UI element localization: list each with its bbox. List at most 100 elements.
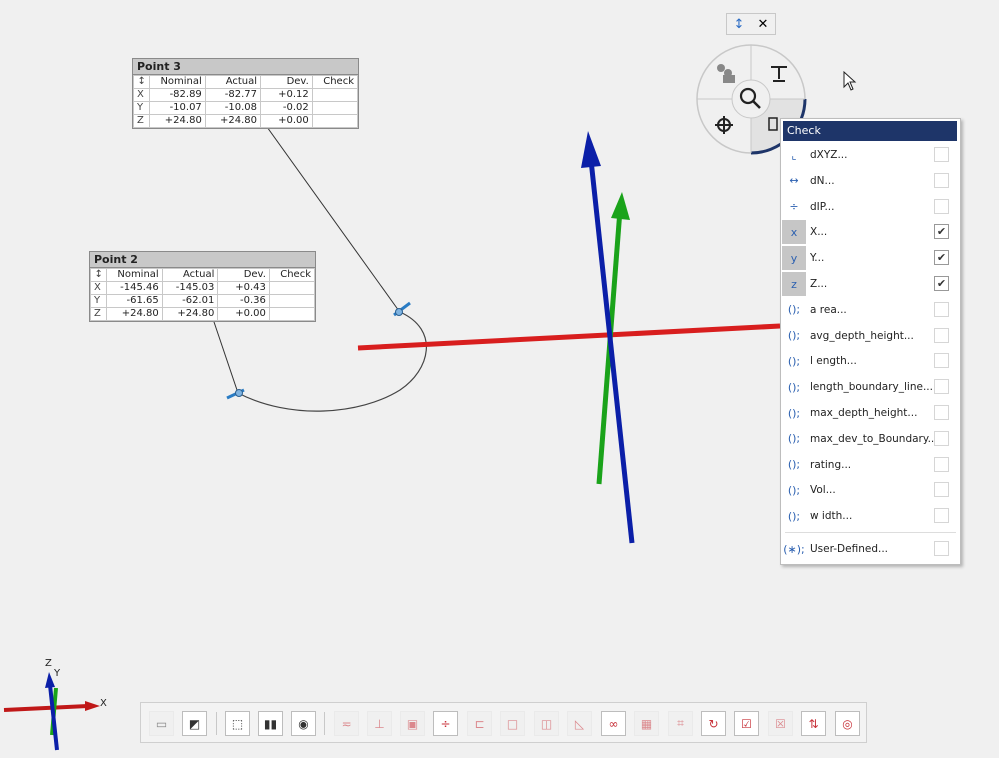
menu-item-label: dXYZ... xyxy=(810,149,848,161)
tool-9-button[interactable]: ∞ xyxy=(601,711,626,736)
menu-item-label: User-Defined... xyxy=(810,543,889,555)
column-header: Actual xyxy=(161,268,219,282)
tool-1-button[interactable]: ≂ xyxy=(334,711,359,736)
hide-toggle-button[interactable]: ◩ xyxy=(182,711,207,736)
function-icon: (); xyxy=(787,354,801,368)
view-fit-button[interactable]: ◉ xyxy=(291,711,316,736)
menu-item-z[interactable]: z Z... ✔ xyxy=(782,272,959,296)
menu-item-checkbox[interactable] xyxy=(934,301,949,317)
y-axis xyxy=(596,192,630,485)
tool-4-button[interactable]: ÷ xyxy=(433,711,458,736)
menu-item-dxyz[interactable]: ⌞ dXYZ... xyxy=(782,143,959,167)
cell-dev: +0.12 xyxy=(260,88,313,102)
menu-item-label: rating... xyxy=(810,458,852,471)
table-row: X -82.89 -82.77 +0.12 xyxy=(132,88,359,102)
x-axis xyxy=(357,323,781,351)
menu-item-checkbox[interactable] xyxy=(934,405,949,420)
tool-11-button[interactable]: ⌗ xyxy=(668,711,693,736)
cell-axis: X xyxy=(89,281,108,295)
tool-7-button[interactable]: ◫ xyxy=(534,711,559,736)
point3-label-table[interactable]: Point 3 ↕ Nominal Actual Dev. Check X -82.89 -82… xyxy=(132,58,359,129)
menu-item-dn[interactable]: ↔ dN... xyxy=(782,169,959,193)
tool-5-button[interactable]: ⊏ xyxy=(467,711,492,736)
tool-12-button[interactable]: ↻ xyxy=(701,711,726,736)
column-header: Dev. xyxy=(217,268,270,282)
menu-item-length_boundary_line[interactable]: (); length_boundary_line... xyxy=(782,375,959,399)
point2-marker[interactable] xyxy=(226,388,245,400)
table-header-row: ↕ Nominal Actual Dev. Check xyxy=(89,268,316,282)
cell-nominal: +24.80 xyxy=(149,114,206,128)
select-button[interactable]: ⬚ xyxy=(225,711,250,736)
view-mode-button[interactable]: ▭ xyxy=(149,711,174,736)
check-button[interactable]: ☑ xyxy=(734,711,759,736)
menu-item-area[interactable]: (); a rea... xyxy=(782,298,959,322)
dip-icon: ÷ xyxy=(789,200,799,214)
menu-item-dip[interactable]: ÷ dIP... xyxy=(782,195,959,219)
menu-item-checkbox[interactable]: ✔ xyxy=(934,276,949,291)
cell-actual: -82.77 xyxy=(204,88,262,102)
point2-label-table[interactable]: Point 2 ↕ Nominal Actual Dev. Check X -145.46 -1… xyxy=(89,251,316,322)
menu-item-rating[interactable]: (); rating... xyxy=(782,453,959,477)
menu-item-checkbox[interactable] xyxy=(934,147,949,162)
table-row: Z +24.80 +24.80 +0.00 xyxy=(89,307,316,321)
menu-item-checkbox[interactable] xyxy=(934,379,949,395)
menu-item-max_dev_to_boundary[interactable]: (); max_dev_to_Boundary... xyxy=(782,427,959,451)
function-icon: (); xyxy=(787,483,801,497)
menu-item-checkbox[interactable] xyxy=(934,327,949,343)
column-header: Check xyxy=(311,75,359,89)
menu-item-label: Y... xyxy=(810,252,825,265)
menu-item-max_depth_height[interactable]: (); max_depth_height... xyxy=(782,401,959,425)
menu-item-checkbox[interactable] xyxy=(934,430,949,446)
function-icon: (); xyxy=(787,509,801,523)
menu-item-x[interactable]: x X... ✔ xyxy=(782,220,959,245)
tool-15-button[interactable]: ⇅ xyxy=(801,711,826,736)
tool-10-button[interactable]: ▦ xyxy=(634,711,659,736)
cell-check xyxy=(268,294,316,308)
cell-actual: -145.03 xyxy=(161,281,219,295)
menu-item-width[interactable]: (); w idth... xyxy=(782,504,959,528)
menu-item-user-defined[interactable]: (∗); User-Defined... xyxy=(782,537,959,561)
triad-z-label: Z xyxy=(45,658,52,669)
menu-item-avg_depth_height[interactable]: (); avg_depth_height... xyxy=(782,324,959,348)
point-title: Point 2 xyxy=(90,252,315,268)
cell-actual: -10.08 xyxy=(204,101,262,115)
radial-menu[interactable] xyxy=(695,43,807,155)
menu-item-checkbox[interactable] xyxy=(934,541,949,556)
leader-line-point3 xyxy=(266,126,400,312)
tool-2-button[interactable]: ⊥ xyxy=(367,711,392,736)
tool-6-button[interactable]: □ xyxy=(500,711,525,736)
menu-item-label: Z... xyxy=(810,278,828,290)
triad-x-label: X xyxy=(100,698,107,709)
menu-item-checkbox[interactable] xyxy=(934,482,949,498)
pin-icon[interactable]: ↕ xyxy=(733,16,745,32)
menu-item-label: avg_depth_height... xyxy=(810,329,914,342)
menu-item-checkbox[interactable] xyxy=(934,198,949,214)
menu-item-checkbox[interactable]: ✔ xyxy=(934,224,949,240)
cell-check xyxy=(268,307,316,321)
menu-item-vol[interactable]: (); Vol... xyxy=(782,478,959,502)
cell-actual: +24.80 xyxy=(204,114,262,128)
target-button[interactable]: ◎ xyxy=(835,711,860,736)
cell-nominal: -61.65 xyxy=(106,294,163,308)
menu-item-checkbox[interactable] xyxy=(934,508,949,524)
menu-item-label: Vol... xyxy=(810,484,836,497)
point3-marker[interactable] xyxy=(393,301,411,317)
table-row: Y -61.65 -62.01 -0.36 xyxy=(89,294,316,308)
tool-8-button[interactable]: ◺ xyxy=(567,711,592,736)
menu-item-checkbox[interactable] xyxy=(934,353,949,369)
menu-item-y[interactable]: y Y... ✔ xyxy=(782,246,959,271)
function-icon: (); xyxy=(787,329,801,343)
cell-actual: +24.80 xyxy=(161,307,219,321)
tool-3-button[interactable]: ▣ xyxy=(400,711,425,736)
menu-item-length[interactable]: (); l ength... xyxy=(782,349,959,373)
close-icon[interactable]: ✕ xyxy=(757,16,769,32)
menu-item-label: w idth... xyxy=(810,510,853,523)
align-button[interactable]: ▮▮ xyxy=(258,711,283,736)
tool-14-button[interactable]: ☒ xyxy=(768,711,793,736)
menu-item-checkbox[interactable] xyxy=(934,456,949,472)
menu-item-checkbox[interactable]: ✔ xyxy=(934,250,949,266)
point-title: Point 3 xyxy=(133,59,358,75)
menu-item-checkbox[interactable] xyxy=(934,172,949,188)
cell-axis: Z xyxy=(89,307,108,321)
